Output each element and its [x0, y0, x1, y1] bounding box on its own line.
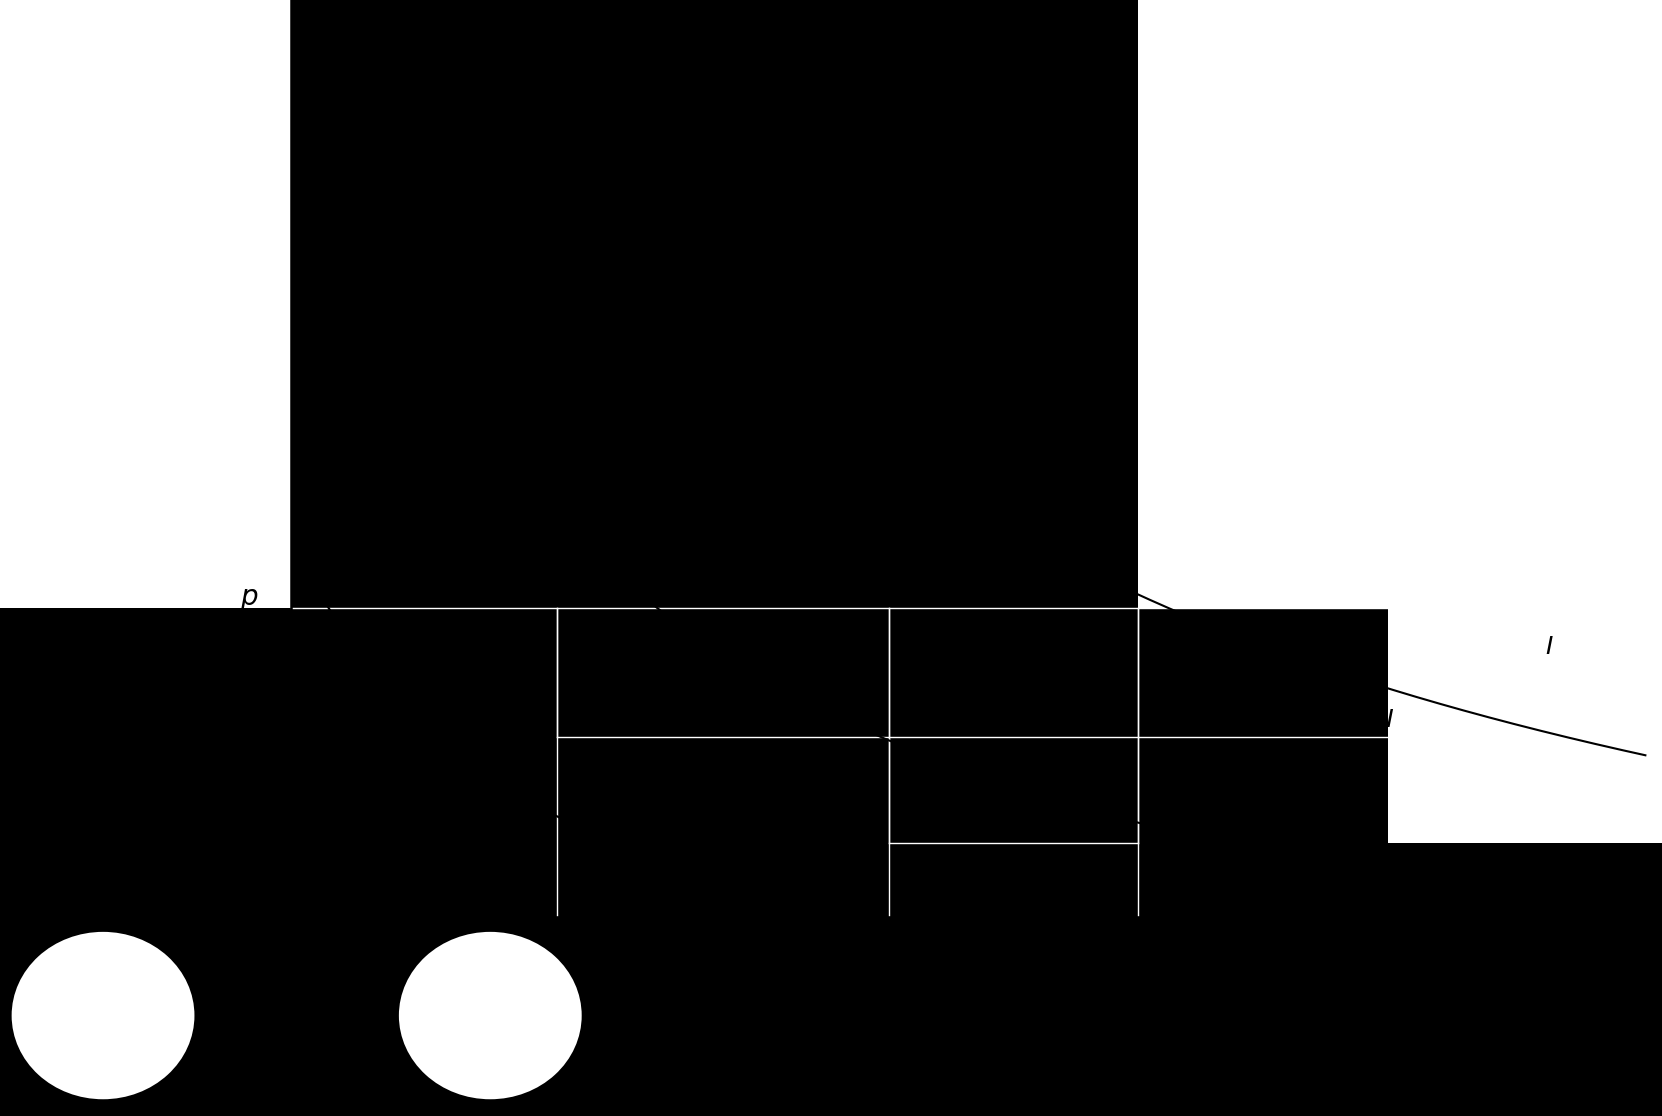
Ellipse shape — [12, 932, 194, 1099]
Text: I: I — [1546, 635, 1552, 660]
Bar — [291, 0, 557, 608]
Bar — [1388, 843, 1662, 1116]
Text: p: p — [239, 583, 258, 612]
Bar — [0, 608, 291, 1116]
Bar — [0, 915, 1662, 1116]
Ellipse shape — [399, 932, 582, 1099]
Bar — [889, 0, 1138, 843]
Bar — [557, 0, 889, 737]
Text: II: II — [1379, 708, 1394, 732]
Text: III: III — [1213, 786, 1235, 810]
Bar — [1138, 737, 1388, 915]
Bar — [291, 608, 1388, 915]
